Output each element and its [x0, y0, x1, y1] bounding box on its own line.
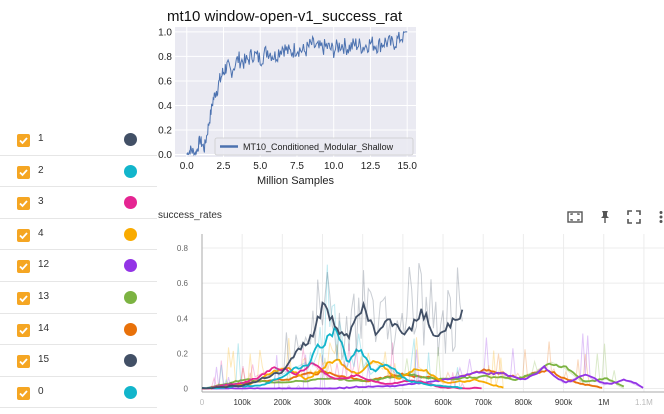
run-color-swatch[interactable] — [124, 291, 137, 304]
run-row-15[interactable]: 15 — [0, 345, 157, 377]
legend-label: MT10_Conditioned_Modular_Shallow — [243, 142, 394, 152]
run-color-swatch[interactable] — [124, 133, 137, 146]
x-tick-label: 5.0 — [253, 161, 267, 172]
y-tick-label: 0.6 — [158, 76, 172, 87]
series-smoothed-13 — [201, 362, 625, 390]
fullscreen-button[interactable] — [626, 209, 642, 225]
pin-icon — [601, 211, 609, 223]
figure-plot: 0.0 2.5 5.0 7.5 10.0 12.5 15.0 0.0 0.2 0.4 0.6 0.8 1… — [158, 27, 417, 187]
checkmark-icon — [19, 200, 28, 208]
run-checkbox[interactable] — [17, 134, 30, 147]
y-tick-label: 0.4 — [177, 314, 189, 323]
y-tick-label: 0.0 — [158, 150, 172, 161]
run-color-swatch[interactable] — [124, 322, 137, 336]
x-tick-label: 10.0 — [324, 161, 344, 172]
run-list: 1 2 3 4 12 13 14 15 0 — [0, 124, 157, 414]
x-tick-label: 12.5 — [361, 161, 381, 172]
x-tick-label: 600k — [434, 398, 452, 407]
series-layer — [201, 262, 644, 390]
fit-domain-button[interactable] — [567, 209, 583, 225]
x-tick-label: 0 — [200, 398, 205, 407]
run-checkbox[interactable] — [17, 292, 30, 305]
x-tick-label: 800k — [515, 398, 533, 407]
y-tick-label: 0 — [184, 384, 189, 393]
run-row-0[interactable]: 0 — [0, 377, 157, 409]
y-tick-label: 0.8 — [158, 52, 172, 63]
checkmark-icon — [19, 263, 28, 271]
y-tick-label: 0.2 — [177, 349, 189, 358]
x-tick-label: 200k — [274, 398, 292, 407]
x-tick-label: 500k — [394, 398, 412, 407]
run-checkbox[interactable] — [17, 260, 30, 274]
run-checkbox[interactable] — [17, 228, 30, 242]
checkmark-icon — [19, 137, 28, 145]
x-tick-label: 2.5 — [217, 161, 231, 172]
x-tick-label: 900k — [555, 398, 573, 407]
matplotlib-figure: mt10 window-open-v1_success_rat 0.0 2.5 5.… — [157, 0, 417, 195]
x-tick-label: 1.1M — [635, 398, 653, 407]
run-row-3[interactable]: 3 — [0, 187, 157, 219]
fullscreen-icon — [627, 210, 641, 224]
x-tick-label: 15.0 — [397, 161, 417, 172]
run-checkbox[interactable] — [17, 197, 30, 211]
checkmark-icon — [19, 295, 28, 303]
x-tick-label: 400k — [354, 398, 372, 407]
y-tick-label: 0.4 — [158, 101, 172, 112]
y-tick-label: 0.8 — [177, 244, 189, 253]
run-label: 1 — [38, 133, 44, 144]
x-tick-label: 0.0 — [180, 161, 194, 172]
x-tick-label: 1M — [598, 398, 609, 407]
run-row-2[interactable]: 2 — [0, 156, 157, 188]
figure-title: mt10 window-open-v1_success_rat — [167, 8, 403, 25]
more-button[interactable] — [655, 209, 664, 225]
series-line — [186, 31, 408, 157]
run-row-14[interactable]: 14 — [0, 314, 157, 346]
run-label: 0 — [38, 385, 44, 397]
run-color-swatch[interactable] — [124, 164, 137, 178]
run-label: 14 — [38, 322, 50, 334]
run-color-swatch[interactable] — [124, 354, 137, 368]
card-title: success_rates — [158, 210, 222, 221]
y-tick-label: 1.0 — [158, 27, 172, 38]
checkmark-icon — [19, 168, 28, 176]
run-label: 2 — [38, 164, 44, 176]
run-checkbox[interactable] — [17, 323, 30, 337]
x-axis-label: Million Samples — [257, 175, 335, 187]
more-icon — [659, 211, 663, 223]
run-label: 13 — [38, 291, 50, 302]
run-row-12[interactable]: 12 — [0, 250, 157, 282]
run-checkbox[interactable] — [17, 386, 30, 400]
run-checkbox[interactable] — [17, 355, 30, 369]
checkmark-icon — [19, 390, 28, 398]
fit-domain-icon — [567, 211, 583, 223]
checkmark-icon — [19, 358, 28, 366]
x-tick-label: 7.5 — [290, 161, 304, 172]
run-row-4[interactable]: 4 — [0, 219, 157, 251]
legend-box — [214, 137, 414, 156]
run-row-1[interactable]: 1 — [0, 124, 157, 156]
checkmark-icon — [19, 326, 28, 334]
run-row-13[interactable]: 13 — [0, 282, 157, 314]
x-tick-label: 100k — [233, 398, 251, 407]
scalar-chart: 0 0.2 0.4 0.6 0.8 0 100k 200k 300k 400k 500k 600k 70… — [177, 234, 664, 407]
run-color-swatch[interactable] — [124, 227, 137, 241]
run-label: 4 — [38, 227, 44, 239]
run-label: 15 — [38, 354, 50, 366]
x-tick-label: 300k — [314, 398, 332, 407]
scalar-card: success_rates 0 0.2 0.4 0.6 0.8 0 100k 200k 300k… — [157, 200, 664, 414]
run-color-swatch[interactable] — [124, 385, 137, 399]
pin-button[interactable] — [597, 209, 613, 225]
run-checkbox[interactable] — [17, 165, 30, 179]
y-tick-label: 0.2 — [158, 126, 172, 137]
run-color-swatch[interactable] — [124, 259, 137, 273]
series-smoothed-1 — [201, 300, 464, 390]
series-smoothed-2 — [201, 324, 463, 390]
run-color-swatch[interactable] — [124, 196, 137, 210]
run-label: 12 — [38, 259, 50, 271]
x-tick-label: 700k — [475, 398, 493, 407]
y-tick-label: 0.6 — [177, 279, 189, 288]
checkmark-icon — [19, 232, 28, 240]
run-label: 3 — [38, 196, 44, 208]
